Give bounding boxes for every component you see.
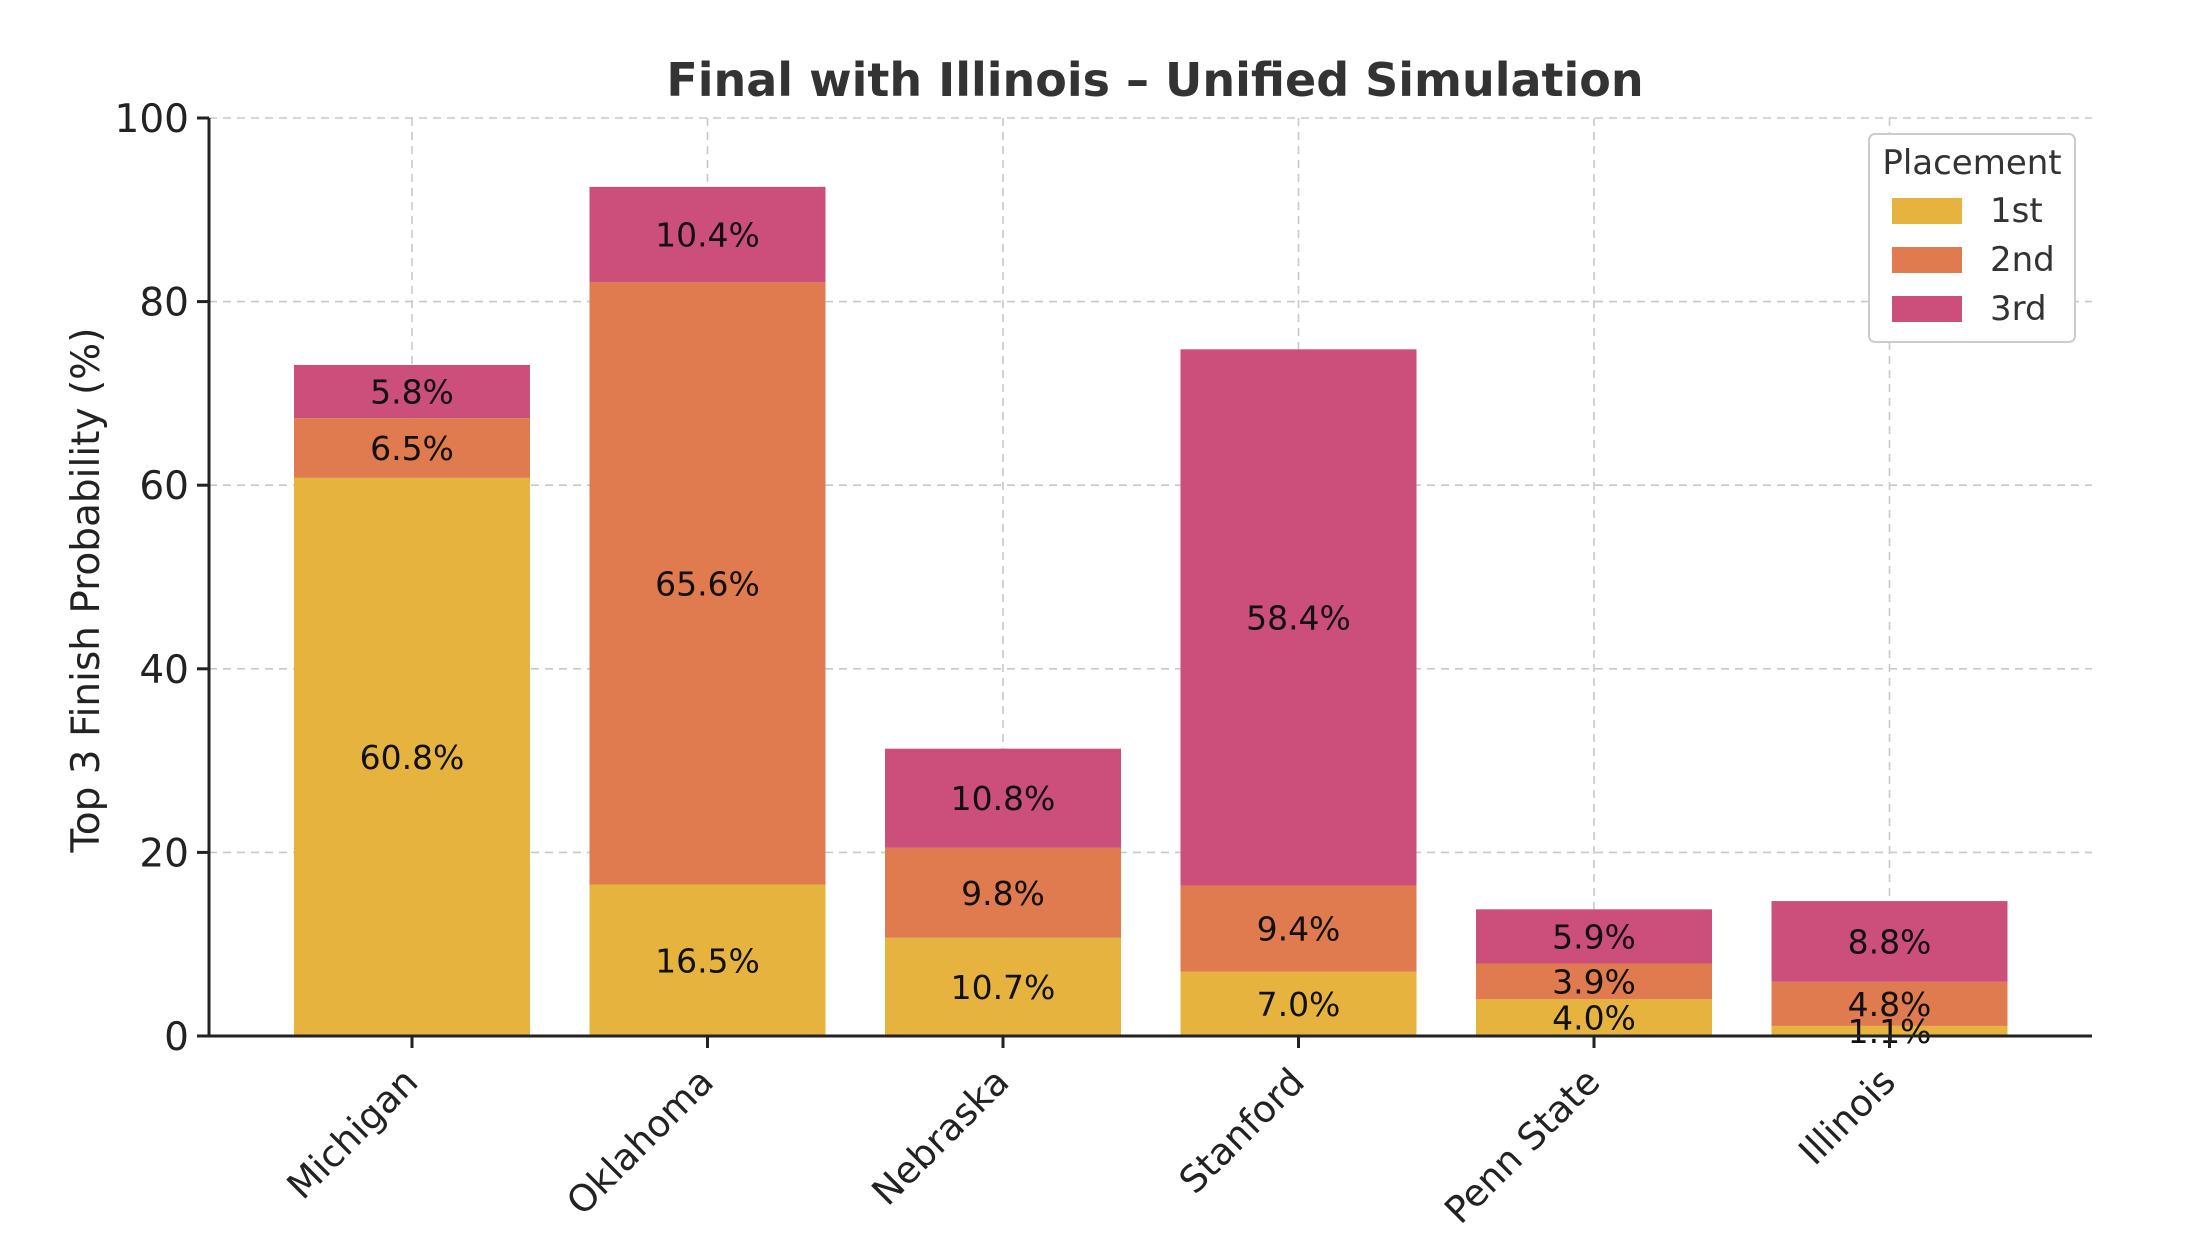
y-tick-label: 80 xyxy=(139,281,189,326)
y-tick-label: 0 xyxy=(164,1015,189,1060)
value-label: 9.8% xyxy=(961,874,1045,913)
legend-label: 3rd xyxy=(1990,289,2047,329)
value-label: 58.4% xyxy=(1246,598,1351,637)
legend-title: Placement xyxy=(1882,143,2061,183)
y-axis-label: Top 3 Finish Probability (%) xyxy=(64,328,109,854)
value-label: 4.8% xyxy=(1848,985,1932,1024)
legend-label: 2nd xyxy=(1990,240,2055,280)
bar-segment-1st xyxy=(885,937,1121,1036)
bar-segment-1st xyxy=(589,884,826,1036)
axes xyxy=(207,118,2092,1038)
bar-segment-2nd xyxy=(589,282,826,885)
value-label: 7.0% xyxy=(1257,985,1341,1024)
value-label: 16.5% xyxy=(655,941,760,980)
bar-segment-3rd xyxy=(294,364,530,419)
value-label: 10.7% xyxy=(951,968,1056,1007)
value-label: 5.9% xyxy=(1552,917,1636,956)
bar-segment-3rd xyxy=(1771,901,2008,982)
bar-segment-1st xyxy=(294,477,530,1037)
y-tick-label: 20 xyxy=(139,831,189,876)
value-label: 60.8% xyxy=(360,738,465,777)
value-label: 4.0% xyxy=(1552,999,1636,1038)
legend-swatch-3rd xyxy=(1892,296,1962,322)
chart-title: Final with Illinois – Unified Simulation xyxy=(666,53,1643,107)
bar-segment-1st xyxy=(1771,1025,2008,1036)
category-label: Stanford xyxy=(1171,1060,1313,1202)
value-label: 3.9% xyxy=(1552,962,1636,1001)
value-label: 6.5% xyxy=(370,429,454,468)
bar-segment-2nd xyxy=(885,847,1121,938)
bars xyxy=(294,186,2008,1037)
bar-segment-2nd xyxy=(294,418,530,478)
legend-swatch-2nd xyxy=(1892,247,1962,273)
y-tick-label: 100 xyxy=(115,97,189,142)
bar-segment-1st xyxy=(1476,999,1712,1036)
y-tick-label: 40 xyxy=(139,648,189,693)
category-label: Nebraska xyxy=(864,1060,1018,1214)
bar-segment-3rd xyxy=(589,186,826,283)
value-label: 10.4% xyxy=(655,216,760,255)
bar-segment-3rd xyxy=(1180,349,1417,886)
category-label: Penn State xyxy=(1436,1060,1608,1232)
bar-segment-2nd xyxy=(1771,981,2008,1026)
legend-box xyxy=(1868,133,2076,343)
value-label: 5.8% xyxy=(370,373,454,412)
value-label: 10.8% xyxy=(951,779,1056,818)
category-label: Michigan xyxy=(279,1060,427,1208)
bar-segment-2nd xyxy=(1180,885,1417,972)
value-label: 65.6% xyxy=(655,564,760,603)
y-tick-label: 60 xyxy=(139,464,189,509)
value-label: 9.4% xyxy=(1257,910,1341,949)
value-label: 8.8% xyxy=(1848,922,1932,961)
category-label: Oklahoma xyxy=(558,1060,722,1224)
bar-segment-3rd xyxy=(885,748,1121,848)
legend-swatch-1st xyxy=(1892,198,1962,224)
legend: Placement 1st 2nd 3rd xyxy=(1868,133,2076,343)
legend-label: 1st xyxy=(1990,191,2043,231)
bar-segment-1st xyxy=(1180,971,1417,1036)
category-label: Illinois xyxy=(1790,1060,1903,1173)
bar-segment-3rd xyxy=(1476,909,1712,964)
bar-segment-2nd xyxy=(1476,963,1712,1000)
